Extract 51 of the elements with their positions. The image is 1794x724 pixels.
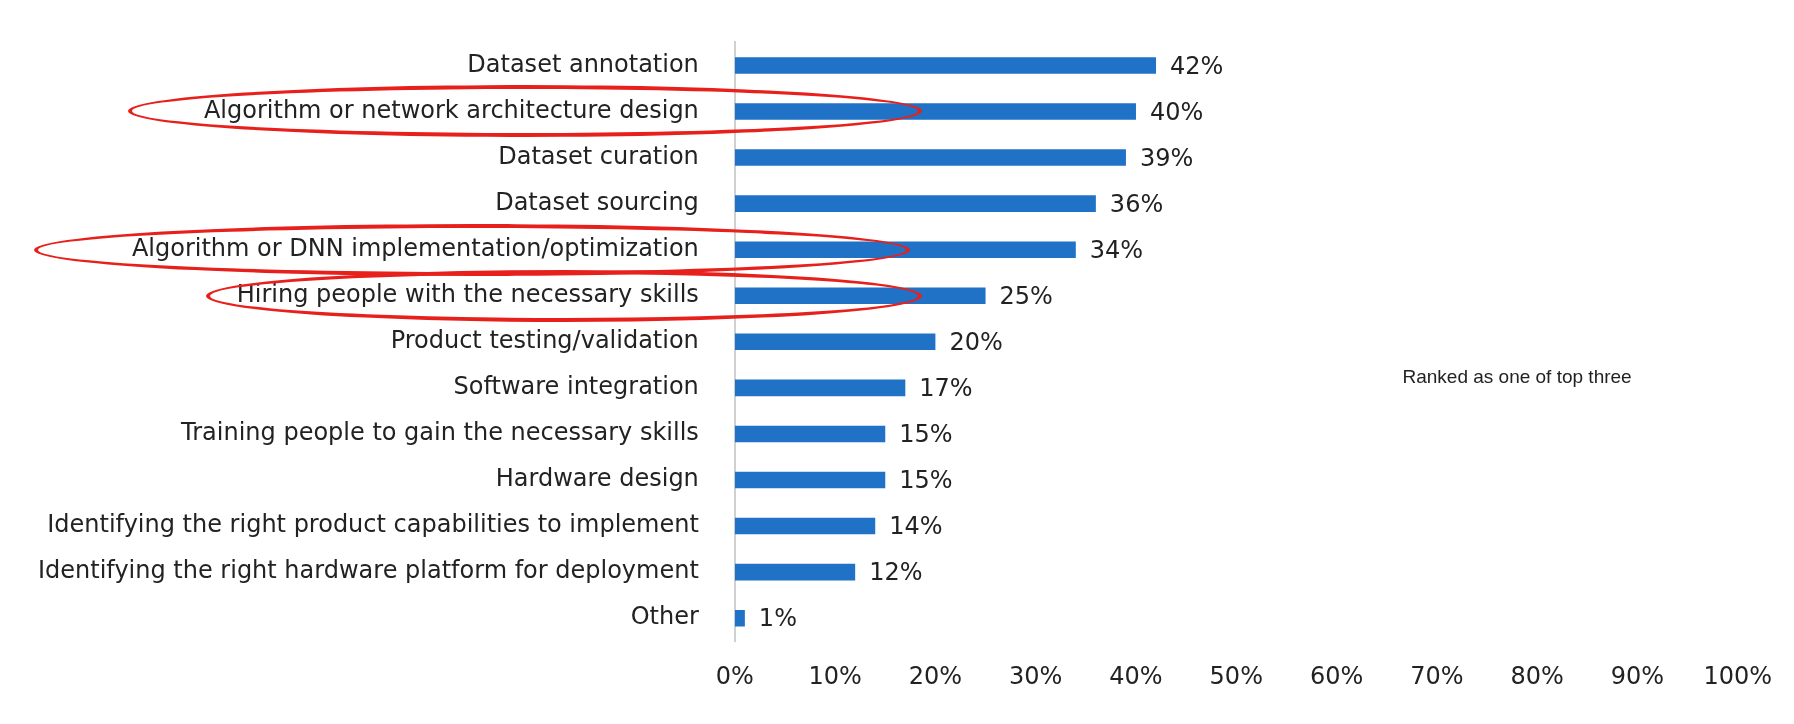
x-tick-label: 100%	[1703, 661, 1773, 690]
bar	[734, 149, 1126, 166]
data-label: 39%	[1139, 143, 1194, 172]
data-label: 40%	[1149, 97, 1204, 126]
x-tick-label: 80%	[1510, 661, 1564, 690]
x-tick-label: 30%	[1009, 661, 1063, 690]
y-tick-label: Dataset curation	[498, 141, 699, 170]
data-label: 15%	[899, 420, 953, 449]
x-tick-label: 0%	[715, 661, 754, 690]
y-tick-label: Algorithm or network architecture design	[203, 95, 699, 124]
data-label: 34%	[1089, 235, 1144, 264]
bar	[734, 609, 745, 627]
data-label: 17%	[919, 374, 973, 403]
y-tick-label: Training people to gain the necessary skills	[180, 418, 699, 447]
y-tick-label: Other	[630, 602, 699, 631]
bar	[734, 287, 986, 305]
data-label: 15%	[899, 466, 953, 495]
bar	[734, 241, 1076, 258]
data-label: 20%	[949, 328, 1003, 357]
y-tick-label: Algorithm or DNN implementation/optimization	[131, 233, 699, 262]
bar	[734, 471, 886, 489]
data-label: 12%	[869, 558, 923, 587]
x-tick-label: 90%	[1610, 661, 1665, 690]
y-tick-label: Hiring people with the necessary skills	[236, 279, 699, 308]
bar	[734, 517, 876, 535]
y-tick-label: Dataset annotation	[467, 49, 699, 78]
y-tick-label: Identifying the right product capabilities to implement	[47, 510, 699, 539]
data-label: 36%	[1109, 189, 1164, 218]
bar	[734, 195, 1096, 212]
bar	[734, 103, 1136, 120]
x-tick-label: 60%	[1309, 661, 1364, 690]
y-tick-label: Product testing/validation	[390, 326, 699, 355]
bar	[734, 57, 1157, 74]
annotation: Ranked as one of top three	[1402, 365, 1632, 387]
x-tick-label: 20%	[908, 661, 963, 690]
y-tick-label: Identifying the right hardware platform for deployment	[37, 556, 699, 585]
data-label: 1%	[758, 604, 797, 633]
x-tick-label: 10%	[808, 661, 862, 690]
y-tick-label: Dataset sourcing	[495, 187, 699, 216]
data-label: 42%	[1170, 51, 1224, 80]
data-label: 25%	[999, 281, 1053, 310]
x-tick-label: 50%	[1209, 661, 1263, 690]
data-label: 14%	[889, 512, 943, 541]
y-tick-label: Hardware design	[495, 464, 699, 493]
bar	[734, 563, 856, 581]
bar	[734, 425, 886, 443]
x-tick-label: 70%	[1410, 661, 1464, 690]
y-tick-label: Software integration	[453, 372, 699, 401]
bar	[734, 379, 906, 397]
bar	[734, 333, 936, 351]
x-tick-label: 40%	[1109, 661, 1163, 690]
